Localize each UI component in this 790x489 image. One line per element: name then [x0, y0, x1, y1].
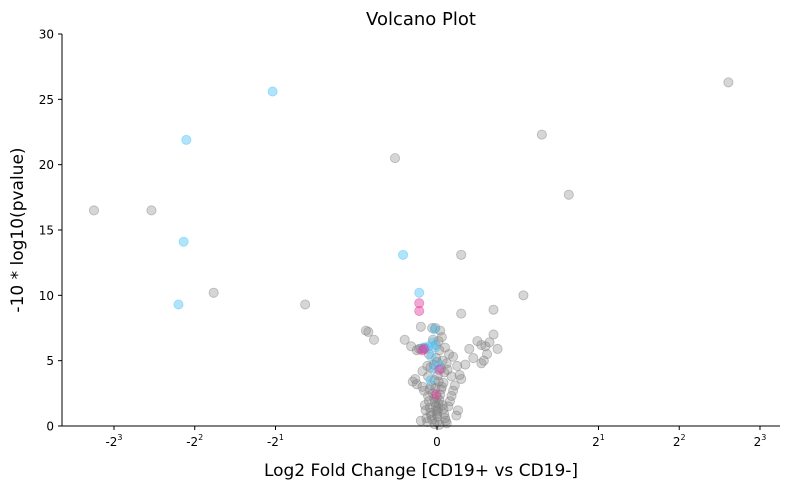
data-point: [363, 326, 374, 337]
data-point: [449, 380, 460, 391]
data-point: [472, 336, 483, 347]
data-point: [300, 299, 311, 310]
data-point: [434, 364, 445, 375]
data-point: [430, 342, 441, 353]
data-point: [431, 389, 442, 400]
data-point: [488, 304, 499, 315]
data-point: [723, 77, 734, 88]
data-point: [414, 306, 425, 317]
data-point: [484, 337, 495, 348]
data-point: [425, 375, 436, 386]
data-point: [173, 299, 184, 310]
chart-title: Volcano Plot: [366, 9, 476, 30]
data-point: [414, 287, 425, 298]
data-point: [436, 332, 447, 343]
data-point: [482, 349, 493, 360]
data-point: [415, 321, 426, 332]
points-layer: [88, 77, 734, 430]
data-point: [442, 364, 453, 375]
data-point: [536, 129, 547, 140]
y-axis-label: -10 * log10(pvalue): [8, 147, 28, 312]
data-point: [399, 334, 410, 345]
data-point: [563, 189, 574, 200]
data-point: [146, 205, 157, 216]
data-point: [426, 351, 437, 362]
x-tick-label: 21: [592, 433, 605, 449]
data-point: [480, 341, 491, 352]
data-point: [417, 345, 428, 356]
x-axis-label: Log2 Fold Change [CD19+ vs CD19-]: [264, 461, 578, 481]
data-point: [488, 329, 499, 340]
data-point: [427, 337, 438, 348]
data-point: [492, 343, 503, 354]
y-tick-label: 0: [46, 420, 54, 434]
data-point: [433, 376, 444, 387]
data-point: [181, 134, 192, 145]
series-not-significant: [88, 77, 734, 430]
x-tick-label: 0: [433, 435, 441, 449]
data-point: [421, 413, 432, 424]
data-point: [448, 351, 459, 362]
data-point: [454, 370, 465, 381]
x-tick-label: -21: [267, 433, 284, 449]
data-point: [468, 353, 479, 364]
data-point: [464, 343, 475, 354]
data-point: [429, 324, 440, 335]
data-point: [208, 287, 219, 298]
data-point: [439, 367, 450, 378]
data-point: [452, 405, 463, 416]
data-point: [422, 360, 433, 371]
series-highlighted: [414, 298, 445, 400]
y-tick-label: 15: [39, 224, 54, 238]
x-tick-label: 23: [754, 433, 767, 449]
data-point: [414, 298, 425, 309]
y-tick-label: 30: [39, 28, 54, 42]
data-point: [267, 86, 278, 97]
y-tick-label: 10: [39, 289, 54, 303]
data-point: [178, 236, 189, 247]
data-point: [456, 308, 467, 319]
y-tick-label: 5: [46, 354, 54, 368]
data-point: [518, 290, 529, 301]
data-point: [456, 249, 467, 260]
data-point: [419, 343, 430, 354]
data-point: [411, 379, 422, 390]
x-tick-label: -22: [186, 433, 203, 449]
data-point: [460, 359, 471, 370]
data-point: [415, 415, 426, 426]
y-tick-label: 25: [39, 93, 54, 107]
y-ticks: 0 5 10 15 20 25 30: [39, 28, 62, 434]
data-point: [88, 205, 99, 216]
data-point: [431, 417, 442, 428]
data-point: [452, 360, 463, 371]
data-point: [417, 381, 428, 392]
data-point: [389, 153, 400, 164]
data-point: [419, 400, 430, 411]
y-tick-label: 20: [39, 158, 54, 172]
x-tick-label: 22: [673, 433, 686, 449]
x-ticks: -23 -22 -21 0 21 22 23: [105, 426, 766, 449]
x-tick-label: -23: [105, 433, 122, 449]
data-point: [398, 249, 409, 260]
data-point: [368, 334, 379, 345]
